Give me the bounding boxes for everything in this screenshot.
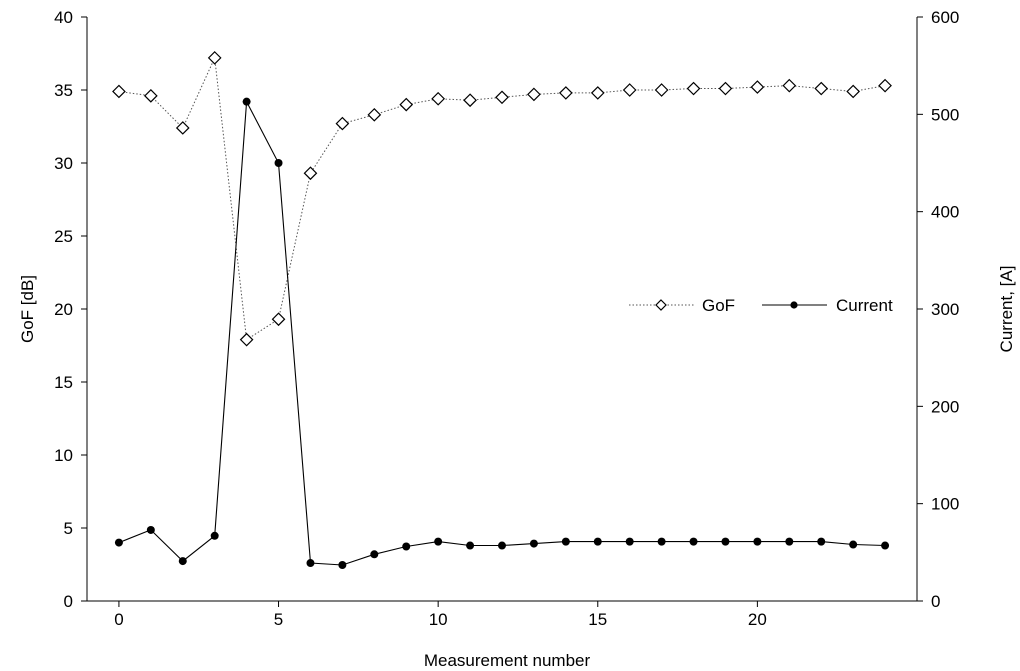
- data-point-gof: [175, 121, 190, 135]
- right-y-tick-label: 500: [931, 105, 959, 124]
- data-point-gof: [271, 312, 286, 327]
- data-point-gof: [846, 84, 861, 99]
- data-point-current: [785, 537, 794, 546]
- data-point-gof: [686, 81, 701, 96]
- data-point-gof: [622, 83, 637, 97]
- legend: GoF Current: [629, 296, 893, 315]
- right-y-tick-label: 300: [931, 300, 959, 319]
- left-y-tick-label: 0: [64, 592, 73, 611]
- data-point-current: [242, 97, 251, 106]
- data-point-current: [114, 538, 123, 547]
- data-point-gof: [814, 81, 829, 96]
- data-point-gof: [367, 107, 382, 122]
- data-point-current: [466, 541, 475, 550]
- data-point-gof: [207, 51, 222, 65]
- data-point-current: [849, 540, 858, 549]
- data-point-current: [593, 537, 602, 546]
- data-point-current: [657, 537, 666, 546]
- legend-gof-label: GoF: [702, 296, 735, 315]
- data-point-current: [625, 537, 634, 546]
- data-point-gof: [143, 88, 158, 103]
- left-y-tick-label: 10: [54, 446, 73, 465]
- legend-gof-marker: [655, 299, 667, 311]
- x-tick-label: 20: [748, 610, 767, 629]
- data-point-current: [561, 537, 570, 546]
- data-point-current: [146, 525, 155, 534]
- axes: [86, 17, 918, 602]
- right-y-tick-label: 600: [931, 8, 959, 27]
- data-point-current: [817, 537, 826, 546]
- data-point-current: [402, 542, 411, 551]
- x-axis-label: Measurement number: [424, 651, 591, 670]
- left-y-tick-label: 30: [54, 154, 73, 173]
- data-point-current: [529, 539, 538, 548]
- data-point-gof: [782, 78, 797, 93]
- data-point-current: [370, 550, 379, 559]
- data-point-current: [753, 537, 762, 546]
- data-point-gof: [654, 83, 669, 97]
- legend-current-label: Current: [836, 296, 893, 315]
- data-point-gof: [527, 87, 541, 102]
- data-point-gof: [590, 86, 605, 100]
- right-y-axis-label: Current, [A]: [997, 266, 1016, 353]
- x-tick-label: 10: [429, 610, 448, 629]
- right-y-tick-label: 100: [931, 495, 959, 514]
- legend-item-current: Current: [762, 296, 893, 315]
- series-gof: [112, 51, 892, 347]
- data-point-current: [689, 537, 698, 546]
- x-tick-label: 5: [274, 610, 283, 629]
- data-point-current: [498, 541, 506, 550]
- data-point-gof: [399, 97, 414, 112]
- legend-current-marker: [790, 301, 798, 309]
- right-y-tick-label: 400: [931, 203, 959, 222]
- left-y-tick-label: 15: [54, 373, 73, 392]
- data-point-current: [881, 541, 890, 550]
- data-point-gof: [718, 81, 733, 96]
- data-point-gof: [750, 80, 765, 94]
- data-point-current: [306, 559, 315, 568]
- data-point-gof: [431, 91, 446, 106]
- data-point-current: [721, 537, 730, 546]
- legend-item-gof: GoF: [629, 296, 735, 315]
- series-line-current: [118, 99, 886, 566]
- left-y-tick-label: 25: [54, 227, 73, 246]
- data-point-gof: [112, 84, 126, 99]
- data-point-gof: [335, 116, 350, 131]
- left-y-tick-label: 20: [54, 300, 73, 319]
- right-y-tick-label: 200: [931, 397, 959, 416]
- data-point-gof: [463, 93, 477, 108]
- data-point-current: [178, 557, 187, 566]
- data-point-current: [274, 159, 283, 167]
- tick-marks: [81, 16, 923, 607]
- right-y-tick-label: 0: [931, 592, 940, 611]
- left-y-tick-label: 40: [54, 8, 73, 27]
- data-point-current: [434, 537, 443, 546]
- data-point-gof: [558, 86, 573, 100]
- data-point-gof: [303, 166, 318, 181]
- series-layer: [112, 51, 892, 569]
- data-point-gof: [878, 78, 892, 93]
- x-tick-label: 15: [588, 610, 607, 629]
- data-point-current: [338, 560, 347, 569]
- data-point-gof: [495, 90, 509, 105]
- left-y-tick-label: 35: [54, 81, 73, 100]
- x-tick-label: 0: [114, 610, 123, 629]
- data-point-gof: [239, 332, 254, 347]
- left-y-axis-label: GoF [dB]: [18, 275, 37, 343]
- data-point-current: [210, 531, 219, 540]
- left-y-tick-label: 5: [64, 519, 73, 538]
- series-current: [114, 97, 890, 569]
